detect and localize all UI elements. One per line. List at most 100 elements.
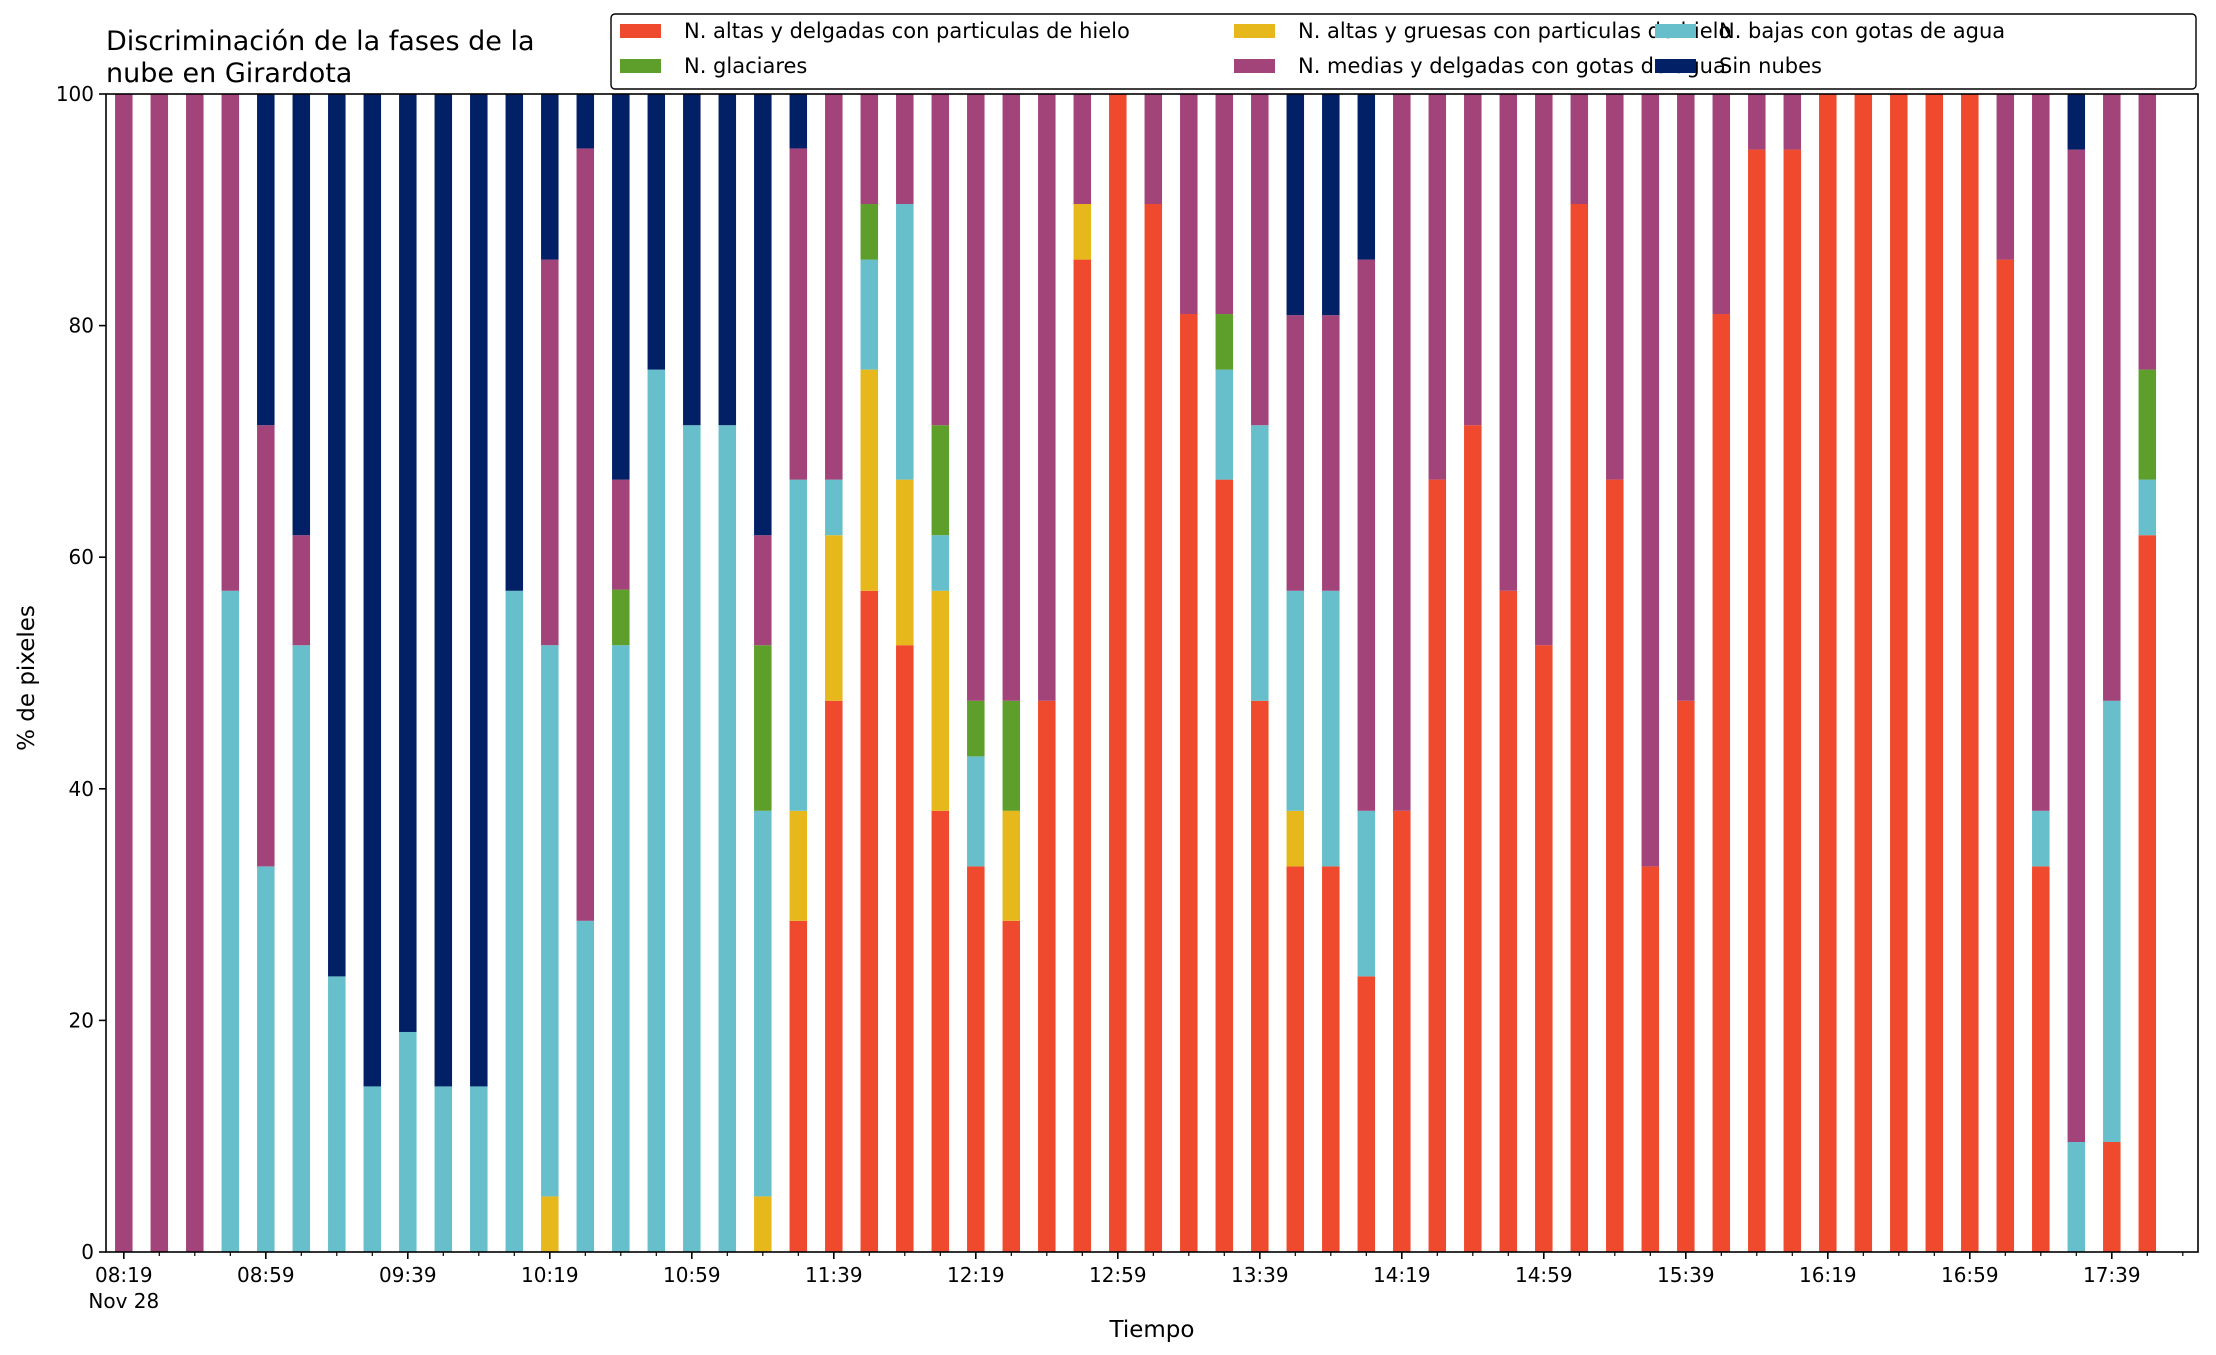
bar-segment xyxy=(1428,479,1447,1252)
bar-segment xyxy=(967,94,985,701)
bar-segment xyxy=(399,94,417,1032)
bar-segment xyxy=(1073,259,1092,1253)
x-tick-label: 15:39 xyxy=(1657,1263,1715,1287)
y-tick-label: 40 xyxy=(69,777,94,801)
bar-segment xyxy=(754,810,772,1197)
x-tick-label: 11:39 xyxy=(805,1263,863,1287)
legend-swatch xyxy=(1234,24,1275,38)
bar-segment xyxy=(1251,700,1269,1252)
bar-segment xyxy=(896,94,914,205)
x-tick-label: 10:59 xyxy=(663,1263,721,1287)
bar-segment xyxy=(1251,94,1269,426)
bar-segment xyxy=(1002,94,1021,701)
bar-segment xyxy=(754,94,772,536)
bar-segment xyxy=(1783,94,1802,150)
bar-segment xyxy=(1925,94,1944,1252)
legend: N. altas y delgadas con particulas de hi… xyxy=(610,13,2197,90)
legend-entry: N. altas y delgadas con particulas de hi… xyxy=(684,19,1130,43)
bar-segment xyxy=(1464,425,1482,1252)
bars-layer xyxy=(115,94,2157,1253)
bar-segment xyxy=(754,535,772,646)
bar-segment xyxy=(931,810,950,1252)
bar-segment xyxy=(1570,94,1589,205)
bar-segment xyxy=(1464,94,1482,426)
bar-segment xyxy=(896,479,914,646)
bar-segment xyxy=(2138,535,2157,1252)
bar-segment xyxy=(754,1196,772,1252)
bar-segment xyxy=(612,479,630,590)
x-tick-label: 08:19 xyxy=(95,1263,153,1287)
bar-segment xyxy=(1144,94,1163,205)
bar-segment xyxy=(1499,94,1518,591)
bar-segment xyxy=(931,535,950,591)
bar-segment xyxy=(647,369,666,1253)
bar-segment xyxy=(825,94,843,480)
bar-segment xyxy=(1357,810,1376,977)
bar-segment xyxy=(860,204,879,260)
bar-segment xyxy=(931,94,950,426)
bar-segment xyxy=(1002,920,1021,1252)
bar-segment xyxy=(1109,94,1127,1252)
bar-segment xyxy=(1180,314,1198,1252)
bar-segment xyxy=(1322,590,1340,867)
chart-title-line-2: nube en Girardota xyxy=(106,58,352,89)
bar-segment xyxy=(576,148,595,921)
x-tick-label: 14:59 xyxy=(1515,1263,1573,1287)
bar-segment xyxy=(2103,700,2121,1142)
bar-segment xyxy=(221,94,240,591)
legend-swatch xyxy=(1655,59,1696,73)
bar-segment xyxy=(1996,259,2015,1253)
bar-segment xyxy=(647,94,666,370)
x-tick-label: 12:19 xyxy=(947,1263,1005,1287)
bar-segment xyxy=(1286,590,1305,811)
bar-segment xyxy=(860,259,879,370)
bar-segment xyxy=(1393,810,1411,1252)
x-tick-label: 14:19 xyxy=(1373,1263,1431,1287)
bar-segment xyxy=(967,866,985,1252)
bar-segment xyxy=(541,94,559,260)
bar-segment xyxy=(789,94,808,149)
bar-segment xyxy=(257,425,275,867)
bar-segment xyxy=(2032,866,2050,1252)
bar-segment xyxy=(1712,314,1731,1252)
bar-segment xyxy=(505,94,524,591)
bar-segment xyxy=(1002,700,1021,811)
x-tick-label: 17:39 xyxy=(2083,1263,2141,1287)
bar-segment xyxy=(1038,700,1056,1252)
bar-segment xyxy=(1357,976,1376,1252)
bar-segment xyxy=(967,756,985,867)
bar-segment xyxy=(1535,94,1553,646)
bar-segment xyxy=(896,204,914,480)
bar-segment xyxy=(470,94,488,1087)
legend-swatch xyxy=(620,24,661,38)
bar-segment xyxy=(541,645,559,1197)
bar-segment xyxy=(1535,645,1553,1252)
bar-segment xyxy=(2067,94,2086,150)
bar-segment xyxy=(541,1196,559,1252)
bar-segment xyxy=(1286,810,1305,867)
bar-segment xyxy=(576,94,595,149)
legend-entry: N. glaciares xyxy=(684,54,807,78)
bar-segment xyxy=(1606,94,1624,480)
bar-segment xyxy=(1322,866,1340,1252)
y-tick-label: 20 xyxy=(69,1008,94,1032)
bar-segment xyxy=(434,94,453,1087)
bar-segment xyxy=(683,94,701,426)
bar-segment xyxy=(1180,94,1198,315)
x-tick-label: 09:39 xyxy=(379,1263,437,1287)
bar-segment xyxy=(221,590,240,1252)
x-tick-label: 12:59 xyxy=(1089,1263,1147,1287)
x-date-label: Nov 28 xyxy=(88,1289,159,1313)
legend-entry: N. bajas con gotas de agua xyxy=(1719,19,2005,43)
bar-segment xyxy=(1286,866,1305,1252)
bar-segment xyxy=(399,1031,417,1252)
y-tick-label: 80 xyxy=(69,314,94,338)
bar-segment xyxy=(1286,315,1305,591)
bar-segment xyxy=(1322,315,1340,591)
bar-segment xyxy=(363,1086,382,1252)
bar-segment xyxy=(1073,94,1092,205)
bar-segment xyxy=(1783,149,1802,1253)
bar-segment xyxy=(1606,479,1624,1252)
bar-segment xyxy=(2067,1141,2086,1252)
